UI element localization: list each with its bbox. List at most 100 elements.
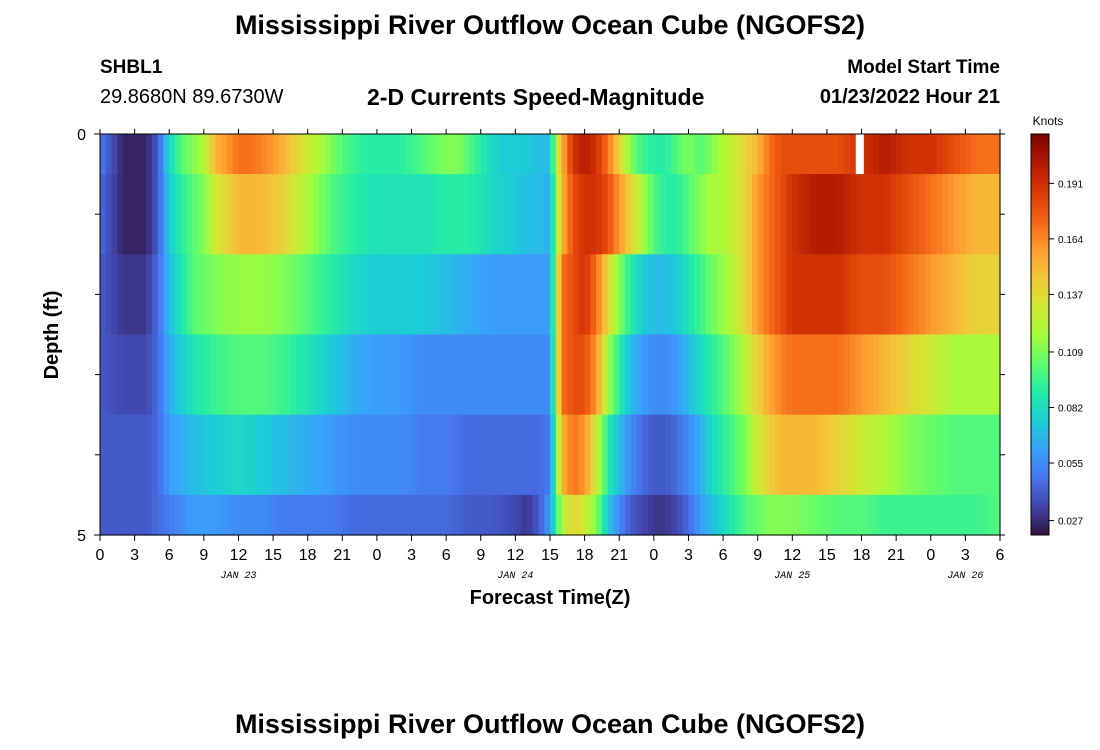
colorbar: 0.027 0.055 0.082 0.109 0.137 0.164 0.191 Knot… <box>1030 114 1083 536</box>
heatmap-cell <box>203 334 211 416</box>
heatmap-cell <box>636 134 643 175</box>
heatmap-cell <box>965 134 972 175</box>
heatmap-cell <box>653 174 661 255</box>
heatmap-cell <box>255 254 263 336</box>
heatmap-cell <box>665 174 672 255</box>
heatmap-cell <box>394 134 401 175</box>
heatmap-cell <box>855 174 863 255</box>
heatmap-cell <box>203 134 211 175</box>
heatmap-cell <box>325 134 332 175</box>
heatmap-cell <box>567 414 574 496</box>
heatmap-cell <box>861 334 868 416</box>
heatmap-cell <box>105 174 113 255</box>
colorbar-tick-label: 0.027 <box>1058 517 1083 528</box>
heatmap-cell <box>798 134 805 175</box>
heatmap-cell <box>140 494 147 536</box>
heatmap-cell <box>659 494 666 536</box>
heatmap-cell <box>359 134 366 175</box>
heatmap-cell <box>682 334 690 416</box>
heatmap-cell <box>809 414 816 496</box>
heatmap-cell <box>469 414 476 496</box>
model-start-label: Model Start Time <box>847 57 1000 78</box>
heatmap-chart: 0 3 6 9 12 15 18 21 0 3 6 9 12 15 18 21 0 3 6 9 12 15 18 21 0 3 6 J… <box>41 114 1083 609</box>
x-tick-label: 3 <box>130 547 139 564</box>
heatmap-cell <box>636 254 643 336</box>
heatmap-cell <box>105 334 113 416</box>
x-tick-label: 21 <box>887 547 905 564</box>
heatmap-cell <box>232 134 240 175</box>
heatmap-cell <box>198 174 205 255</box>
heatmap-cell <box>930 134 938 175</box>
heatmap-cell <box>826 254 834 336</box>
heatmap-cell <box>134 334 141 416</box>
heatmap-cell <box>105 254 113 336</box>
heatmap-cell <box>376 414 384 496</box>
heatmap-cell <box>901 254 909 336</box>
x-tick-label: 0 <box>926 547 935 564</box>
heatmap-cell <box>728 414 736 496</box>
heatmap-cell <box>538 494 545 536</box>
x-tick-label: 12 <box>506 547 524 564</box>
heatmap-cell <box>250 414 257 496</box>
heatmap-cell <box>255 174 263 255</box>
heatmap-cell <box>659 334 666 416</box>
heatmap-cell <box>111 334 118 416</box>
heatmap-cell <box>457 494 465 536</box>
heatmap-cell <box>180 254 188 336</box>
heatmap-cell <box>428 134 436 175</box>
heatmap-cell <box>411 174 418 255</box>
x-tick-label: 15 <box>818 547 836 564</box>
heatmap-cell <box>659 414 666 496</box>
heatmap-cell <box>503 494 511 536</box>
heatmap-cell <box>498 174 505 255</box>
heatmap-cell <box>832 254 840 336</box>
heatmap-cell <box>434 494 441 536</box>
heatmap-cell <box>417 334 424 416</box>
heatmap-cell <box>711 174 718 255</box>
x-tick-label: 3 <box>684 547 693 564</box>
heatmap-cell <box>873 174 880 255</box>
heatmap-cell <box>601 134 609 175</box>
heatmap-cell <box>376 174 384 255</box>
heatmap-cell <box>619 254 626 336</box>
heatmap-cell <box>313 334 320 416</box>
heatmap-cell <box>273 414 280 496</box>
heatmap-cell <box>850 134 857 175</box>
heatmap-cell <box>226 334 234 416</box>
heatmap-cell <box>365 174 372 255</box>
heatmap-cell <box>873 334 880 416</box>
heatmap-cell <box>792 494 799 536</box>
heatmap-cell <box>267 254 274 336</box>
heatmap-cell <box>307 414 315 496</box>
heatmap-cell <box>717 334 724 416</box>
heatmap-cell <box>821 174 828 255</box>
heatmap-cell <box>538 174 545 255</box>
heatmap-cell <box>192 174 199 255</box>
heatmap-cell <box>503 174 511 255</box>
heatmap-cell <box>821 494 828 536</box>
heatmap-cell <box>428 254 436 336</box>
heatmap-cell <box>613 414 620 496</box>
heatmap-cell <box>925 254 932 336</box>
date-label: JAN 23 <box>220 571 256 582</box>
heatmap-cell <box>417 254 424 336</box>
heatmap-cell <box>682 134 690 175</box>
date-label: JAN 24 <box>497 571 533 582</box>
heatmap-cell <box>319 334 326 416</box>
heatmap-cell <box>844 134 851 175</box>
heatmap-cell <box>775 174 782 255</box>
heatmap-cell <box>157 414 165 496</box>
heatmap-cell <box>994 254 1001 336</box>
heatmap-cell <box>613 254 620 336</box>
heatmap-cell <box>792 174 799 255</box>
heatmap-cell <box>619 174 626 255</box>
heatmap-cell <box>625 174 632 255</box>
heatmap-cell <box>688 174 695 255</box>
heatmap-cell <box>146 134 153 175</box>
heatmap-cell <box>619 334 626 416</box>
heatmap-cell <box>475 414 482 496</box>
heatmap-cell <box>936 494 943 536</box>
heatmap-cell <box>146 334 153 416</box>
heatmap-cell <box>267 414 274 496</box>
heatmap-cell <box>238 254 245 336</box>
